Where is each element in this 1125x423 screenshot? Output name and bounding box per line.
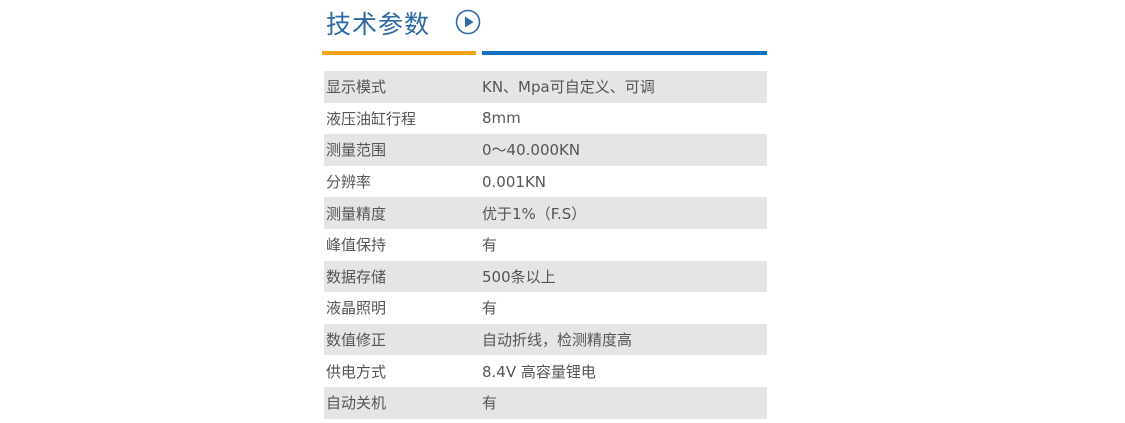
spec-row: 液晶照明 有	[324, 292, 767, 324]
spec-row: 测量范围 0～40.000KN	[324, 134, 767, 166]
spec-label: 液晶照明	[326, 299, 387, 318]
spec-value: 8mm	[482, 109, 521, 128]
spec-row: 供电方式 8.4V 高容量锂电	[324, 355, 767, 387]
spec-row: 峰值保持 有	[324, 229, 767, 261]
spec-value: KN、Mpa可自定义、可调	[482, 78, 655, 97]
spec-table: 显示模式 KN、Mpa可自定义、可调液压油缸行程 8mm 测量范围 0～40.000KN…	[324, 71, 767, 419]
spec-value: 有	[482, 394, 498, 413]
spec-row: 液压油缸行程 8mm	[324, 103, 767, 135]
spec-label: 液压油缸行程	[326, 109, 417, 128]
spec-value: 0～40.000KN	[482, 141, 581, 160]
spec-row: 测量精度 优于1%（F.S）	[324, 197, 767, 229]
spec-label: 数值修正	[326, 331, 387, 350]
spec-value: 优于1%（F.S）	[482, 204, 587, 223]
spec-row: 自动关机 有	[324, 386, 767, 419]
spec-label: 供电方式	[326, 362, 387, 381]
spec-value: 0.001KN	[482, 172, 546, 191]
spec-value: 500条以上	[482, 267, 556, 286]
spec-value: 自动折线，检测精度高	[482, 331, 633, 350]
spec-row: 分辨率 0.001KN	[324, 166, 767, 198]
spec-label: 自动关机	[326, 394, 387, 413]
spec-row: 数据存储 500条以上	[324, 260, 767, 293]
accent-bar-orange	[322, 51, 476, 55]
spec-label: 分辨率	[326, 173, 372, 192]
spec-value: 8.4V 高容量锂电	[482, 362, 596, 381]
spec-value: 有	[482, 236, 498, 255]
spec-label: 数据存储	[326, 267, 387, 286]
spec-label: 峰值保持	[326, 236, 387, 255]
spec-label: 测量范围	[326, 141, 387, 160]
play-circle-icon[interactable]	[455, 9, 481, 35]
spec-label: 显示模式	[326, 78, 387, 97]
spec-row: 显示模式 KN、Mpa可自定义、可调	[324, 71, 767, 103]
accent-bar-blue	[482, 51, 767, 55]
spec-label: 测量精度	[326, 204, 387, 223]
spec-value: 有	[482, 299, 498, 318]
spec-row: 数值修正 自动折线，检测精度高	[324, 323, 767, 356]
section-title: 技术参数	[326, 10, 431, 39]
